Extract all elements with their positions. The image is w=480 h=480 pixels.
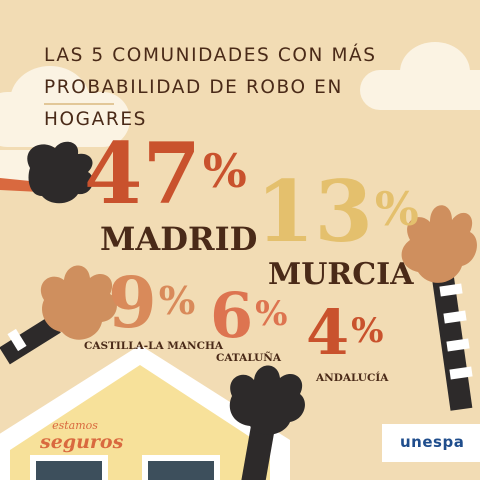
andalucia-label: ANDALUCÍA (316, 372, 389, 384)
murcia-percentage: 13% (256, 170, 419, 254)
madrid-label: MADRID (100, 220, 258, 258)
castilla-la-mancha-value: 9 (108, 261, 157, 344)
house-icon (0, 345, 290, 480)
brand-line-2: seguros (40, 431, 124, 453)
madrid-percentage: 47% (84, 132, 247, 216)
title-line-1: LAS 5 COMUNIDADES CON MÁS (44, 45, 377, 66)
page-title: LAS 5 COMUNIDADES CON MÁS PROBABILIDAD D… (44, 40, 444, 136)
andalucia-percentage: 4% (306, 302, 384, 364)
title-underline (44, 103, 114, 105)
skin-hand-left-icon (0, 265, 117, 365)
percent-sign: % (158, 278, 196, 324)
dark-hand-bottom-icon (229, 365, 305, 480)
unespa-logo: unespa (382, 424, 480, 462)
madrid-value: 47 (84, 124, 201, 223)
skin-hand-right-icon (401, 205, 477, 411)
brand-line-1: estamos (52, 419, 98, 432)
percent-sign: % (374, 181, 419, 236)
estamos-seguros-logo: estamos seguros (40, 418, 124, 453)
andalucia-value: 4 (306, 296, 350, 369)
cataluna-percentage: 6% (210, 285, 288, 347)
cataluna-label: CATALUÑA (216, 352, 282, 364)
title-line-2: PROBABILIDAD DE ROBO EN HOGARES (44, 77, 343, 130)
castilla-la-mancha-label: CASTILLA-LA MANCHA (84, 340, 224, 352)
castilla-la-mancha-percentage: 9% (108, 268, 195, 338)
percent-sign: % (202, 143, 247, 198)
percent-sign: % (351, 311, 384, 352)
dark-hand-top-left-icon (0, 141, 93, 204)
cataluna-value: 6 (210, 279, 254, 352)
murcia-label: MURCIA (268, 257, 414, 292)
percent-sign: % (255, 294, 288, 335)
unespa-logo-text: unespa (400, 433, 465, 451)
murcia-value: 13 (256, 162, 373, 261)
